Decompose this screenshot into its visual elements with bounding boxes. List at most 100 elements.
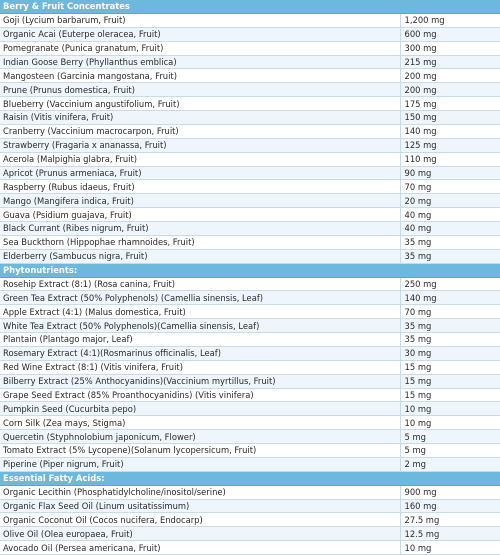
- ingredient-row: Apple Extract (4:1) (Malus domestica, Fr…: [0, 304, 500, 320]
- ingredient-row: Cranberry (Vaccinium macrocarpon, Fruit)…: [0, 124, 500, 139]
- section-title: Essential Fatty Acids:: [0, 471, 500, 486]
- ingredient-name: Apricot (Prunus armeniaca, Fruit): [0, 166, 400, 181]
- ingredient-amount: 125 mg: [399, 138, 500, 153]
- ingredient-name: Mangosteen (Garcinia mangostana, Fruit): [0, 68, 400, 84]
- ingredient-amount: 250 mg: [399, 277, 500, 292]
- ingredient-amount: 5 mg: [399, 429, 500, 444]
- ingredient-row: Raspberry (Rubus idaeus, Fruit) 70 mg: [0, 179, 500, 195]
- ingredient-row: Pumpkin Seed (Cucurbita pepo) 10 mg: [0, 401, 500, 417]
- ingredient-name: Organic Lecithin (Phosphatidylcholine/in…: [0, 485, 400, 500]
- ingredient-name: Blueberry (Vaccinium angustifolium, Frui…: [0, 96, 400, 111]
- ingredient-name: Apple Extract (4:1) (Malus domestica, Fr…: [0, 304, 400, 320]
- ingredient-name: Indian Goose Berry (Phyllanthus emblica): [0, 55, 400, 70]
- ingredient-row: Pomegranate (Punica granatum, Fruit) 300 …: [0, 41, 500, 56]
- ingredient-amount: 110 mg: [399, 152, 500, 167]
- ingredient-row: Olive Oil (Olea europaea, Fruit) 12.5 mg: [0, 526, 500, 542]
- ingredient-name: Pumpkin Seed (Cucurbita pepo): [0, 401, 400, 417]
- ingredient-amount: 160 mg: [399, 499, 500, 514]
- ingredient-name: Raisin (Vitis vinifera, Fruit): [0, 110, 400, 125]
- ingredient-name: Acerola (Malpighia glabra, Fruit): [0, 152, 400, 167]
- ingredient-name: Rosehip Extract (8:1) (Rosa canina, Frui…: [0, 277, 400, 292]
- ingredient-row: Rosehip Extract (8:1) (Rosa canina, Frui…: [0, 277, 500, 292]
- ingredient-amount: 5 mg: [399, 443, 500, 458]
- ingredient-amount: 150 mg: [399, 110, 500, 125]
- ingredient-amount: 200 mg: [399, 68, 500, 84]
- ingredient-row: Strawberry (Fragaria x ananassa, Fruit) 1…: [0, 138, 500, 153]
- ingredient-name: Rosemary Extract (4:1)(Rosmarinus offici…: [0, 346, 400, 361]
- ingredient-row: Sea Buckthorn (Hippophae rhamnoides, Fru…: [0, 235, 500, 250]
- ingredient-name: Goji (Lycium barbarum, Fruit): [0, 13, 400, 28]
- ingredient-row: Corn Silk (Zea mays, Stigma) 10 mg: [0, 415, 500, 431]
- ingredient-amount: 35 mg: [399, 235, 500, 250]
- ingredient-name: Plantain (Plantago major, Leaf): [0, 332, 400, 347]
- ingredient-amount: 35 mg: [399, 318, 500, 333]
- ingredient-amount: 40 mg: [399, 207, 500, 222]
- ingredient-amount: 900 mg: [399, 485, 500, 500]
- ingredient-name: Prune (Prunus domestica, Fruit): [0, 82, 400, 98]
- ingredient-name: White Tea Extract (50% Polyphenols)(Came…: [0, 318, 400, 333]
- ingredient-amount: 10 mg: [399, 401, 500, 417]
- ingredient-name: Quercetin (Styphnolobium japonicum, Flow…: [0, 429, 400, 444]
- ingredient-amount: 30 mg: [399, 346, 500, 361]
- ingredient-row: Bilberry Extract (25% Anthocyanidins)(Va…: [0, 374, 500, 389]
- ingredient-row: Acerola (Malpighia glabra, Fruit) 110 mg: [0, 152, 500, 167]
- ingredient-row: Goji (Lycium barbarum, Fruit) 1,200 mg: [0, 13, 500, 28]
- ingredient-row: Piperine (Piper nigrum, Fruit) 2 mg: [0, 457, 500, 472]
- ingredient-name: Cranberry (Vaccinium macrocarpon, Fruit): [0, 124, 400, 139]
- ingredient-name: Red Wine Extract (8:1) (Vitis vinifera, …: [0, 360, 400, 375]
- ingredient-name: Strawberry (Fragaria x ananassa, Fruit): [0, 138, 400, 153]
- ingredient-name: Organic Acai (Euterpe oleracea, Fruit): [0, 27, 400, 42]
- ingredient-name: Bilberry Extract (25% Anthocyanidins)(Va…: [0, 374, 400, 389]
- ingredient-name: Piperine (Piper nigrum, Fruit): [0, 457, 400, 472]
- ingredient-row: Guava (Psidium guajava, Fruit) 40 mg: [0, 207, 500, 222]
- ingredient-amount: 1,200 mg: [399, 13, 500, 28]
- ingredient-name: Green Tea Extract (50% Polyphenols) (Cam…: [0, 290, 400, 306]
- ingredient-row: Prune (Prunus domestica, Fruit) 200 mg: [0, 82, 500, 98]
- ingredient-amount: 10 mg: [399, 540, 500, 555]
- section-header: Phytonutrients:: [0, 263, 500, 278]
- ingredient-name: Organic Flax Seed Oil (Linum usitatissim…: [0, 499, 400, 514]
- ingredient-name: Sea Buckthorn (Hippophae rhamnoides, Fru…: [0, 235, 400, 250]
- ingredient-row: Red Wine Extract (8:1) (Vitis vinifera, …: [0, 360, 500, 375]
- ingredient-name: Black Currant (Ribes nigrum, Fruit): [0, 221, 400, 236]
- ingredient-name: Pomegranate (Punica granatum, Fruit): [0, 41, 400, 56]
- ingredient-row: Mangosteen (Garcinia mangostana, Fruit) 2…: [0, 68, 500, 84]
- ingredient-amount: 70 mg: [399, 179, 500, 195]
- ingredient-row: Grape Seed Extract (85% Proanthocyanidin…: [0, 388, 500, 403]
- ingredient-row: Avocado Oil (Persea americana, Fruit) 10 …: [0, 540, 500, 555]
- ingredient-name: Olive Oil (Olea europaea, Fruit): [0, 526, 400, 542]
- ingredient-row: Blueberry (Vaccinium angustifolium, Frui…: [0, 96, 500, 111]
- section-header: Essential Fatty Acids:: [0, 471, 500, 486]
- ingredient-row: Mango (Mangifera indica, Fruit) 20 mg: [0, 193, 500, 209]
- ingredient-name: Raspberry (Rubus idaeus, Fruit): [0, 179, 400, 195]
- ingredient-amount: 140 mg: [399, 124, 500, 139]
- ingredient-name: Grape Seed Extract (85% Proanthocyanidin…: [0, 388, 400, 403]
- ingredient-row: Organic Acai (Euterpe oleracea, Fruit) 60…: [0, 27, 500, 42]
- ingredient-amount: 140 mg: [399, 290, 500, 306]
- ingredient-amount: 10 mg: [399, 415, 500, 431]
- ingredient-row: Organic Flax Seed Oil (Linum usitatissim…: [0, 499, 500, 514]
- section-title: Berry & Fruit Concentrates: [0, 0, 500, 14]
- ingredient-name: Corn Silk (Zea mays, Stigma): [0, 415, 400, 431]
- ingredient-amount: 20 mg: [399, 193, 500, 209]
- ingredient-name: Tomato Extract (5% Lycopene)(Solanum lyc…: [0, 443, 400, 458]
- ingredient-amount: 300 mg: [399, 41, 500, 56]
- ingredient-row: Indian Goose Berry (Phyllanthus emblica)…: [0, 55, 500, 70]
- ingredient-row: Organic Lecithin (Phosphatidylcholine/in…: [0, 485, 500, 500]
- ingredient-row: Rosemary Extract (4:1)(Rosmarinus offici…: [0, 346, 500, 361]
- ingredient-row: Green Tea Extract (50% Polyphenols) (Cam…: [0, 290, 500, 306]
- ingredient-amount: 70 mg: [399, 304, 500, 320]
- section-title: Phytonutrients:: [0, 263, 500, 278]
- ingredient-amount: 15 mg: [399, 374, 500, 389]
- ingredient-amount: 35 mg: [399, 249, 500, 264]
- ingredient-row: Raisin (Vitis vinifera, Fruit) 150 mg: [0, 110, 500, 125]
- ingredient-amount: 35 mg: [399, 332, 500, 347]
- ingredient-row: Plantain (Plantago major, Leaf) 35 mg: [0, 332, 500, 347]
- ingredient-row: White Tea Extract (50% Polyphenols)(Came…: [0, 318, 500, 333]
- ingredient-amount: 175 mg: [399, 96, 500, 111]
- ingredient-amount: 2 mg: [399, 457, 500, 472]
- ingredient-row: Tomato Extract (5% Lycopene)(Solanum lyc…: [0, 443, 500, 458]
